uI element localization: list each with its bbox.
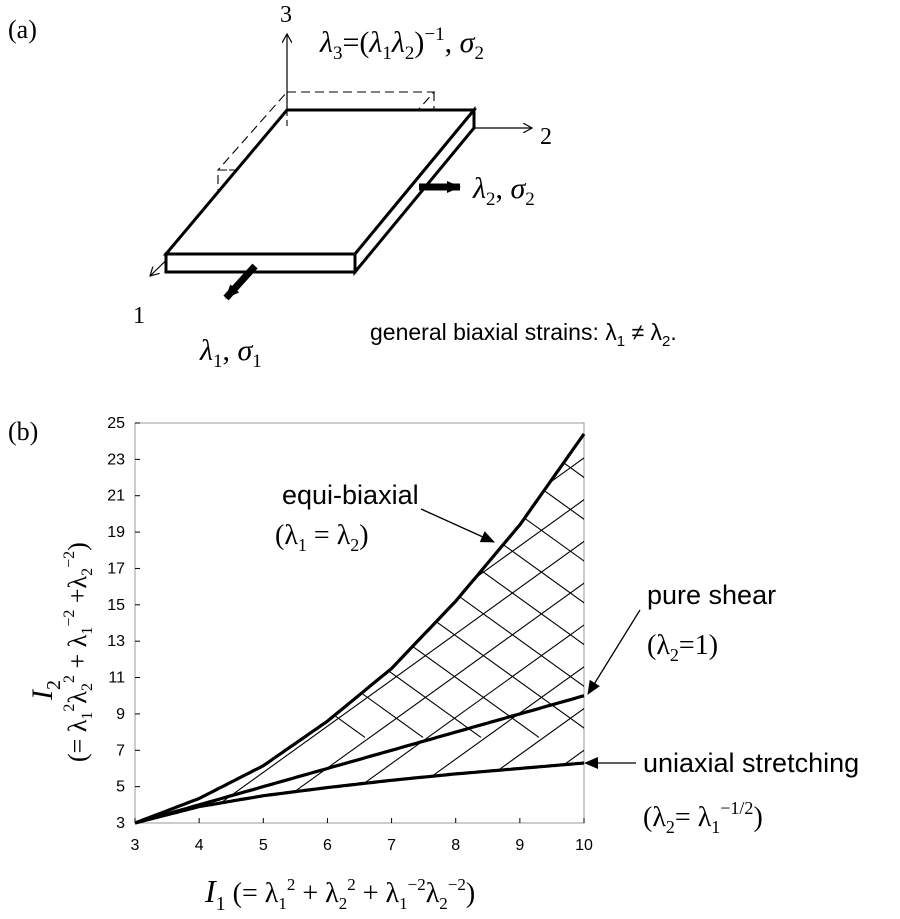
x-tick-label: 9 [515, 837, 524, 854]
panel-b-label: (b) [8, 417, 38, 446]
axis-3-label: 3 [280, 2, 292, 28]
hatch-line [250, 448, 584, 823]
lambda3-label: λ3=(λ1λ2)−1, σ2 [319, 24, 484, 64]
hatch-line [540, 433, 584, 738]
pure-shear-label: pure shear [647, 580, 776, 610]
series-curves [134, 432, 586, 825]
equi-biaxial-arrow [420, 508, 495, 543]
hatch-line [773, 363, 900, 737]
y-tick-label: 19 [107, 524, 125, 541]
hatch-line [366, 433, 584, 738]
hatch-line [424, 433, 584, 738]
y-tick-label: 17 [107, 560, 125, 577]
series-line-equi-biaxial [134, 432, 586, 825]
x-tick-label: 10 [575, 837, 593, 854]
hatch-line [715, 363, 900, 737]
lambda2-label: λ2, σ2 [472, 172, 535, 210]
y-tick-label: 25 [107, 415, 125, 432]
y-tick-label: 5 [116, 779, 125, 796]
y-tick-label: 9 [116, 706, 125, 723]
hatch-line [482, 448, 584, 823]
pure-shear-condition: (λ2=1) [647, 630, 718, 665]
panel-a-label: (a) [8, 15, 37, 44]
svg-text:(= λ12λ22 + λ1−2 +λ2−2): (= λ12λ22 + λ1−2 +λ2−2) [61, 542, 96, 762]
hatch-line [831, 363, 900, 737]
pure-shear-arrow [587, 609, 641, 695]
hatch-line [192, 433, 584, 738]
y-tick-label: 21 [107, 488, 125, 505]
hatch-line [599, 363, 900, 737]
hatch-line [192, 448, 584, 823]
hatch-line [366, 448, 584, 823]
hatch-line [657, 363, 900, 737]
series-line-pure-shear [134, 694, 585, 825]
hatch-line [424, 448, 584, 823]
y-axis-label: I2 (= λ12λ22 + λ1−2 +λ2−2) [26, 542, 96, 762]
hatch-line [308, 448, 584, 823]
hatch-line [0, 449, 17, 823]
deformed-plate [162, 105, 478, 277]
hatch-line [135, 433, 584, 738]
panel-b: (b) 3 4 5 6 7 8 9 10 3 5 7 9 11 13 15 17 19 21 23 25 I2 (= … [0, 363, 900, 915]
hatch-line [135, 448, 192, 823]
x-tick-label: 6 [323, 837, 332, 854]
x-axis-label: I1 (= λ12 + λ22 + λ1−2λ2−2) [204, 873, 475, 915]
axis-2-label: 2 [540, 124, 552, 150]
y-tick-label: 11 [108, 670, 125, 687]
y-tick-label: 3 [116, 815, 125, 832]
svg-text:I2: I2 [26, 680, 65, 701]
panel-a: (a) 3 2 1 λ3=(λ1λ2)−1, σ [8, 2, 677, 372]
uniaxial-label: uniaxial stretching [643, 748, 859, 778]
y-tick-label: 13 [107, 633, 125, 650]
uniaxial-condition: (λ2= λ1−1/2) [643, 798, 763, 837]
equi-biaxial-condition: (λ1 = λ2) [275, 520, 369, 555]
hatch-line [308, 433, 584, 738]
y-tick-label: 7 [116, 742, 125, 759]
series-line-uniaxial-stretching [134, 761, 585, 825]
hatch-line [889, 363, 900, 737]
plot-frame [134, 422, 585, 824]
biaxial-caption: general biaxial strains: λ1 ≠ λ2. [370, 319, 677, 350]
x-tick-label: 7 [387, 837, 396, 854]
lambda1-label: λ1, σ1 [199, 334, 262, 372]
x-tick-label: 5 [259, 837, 268, 854]
x-tick-label: 8 [451, 837, 460, 854]
axis-1-label: 1 [133, 303, 145, 329]
hatch-line [889, 449, 900, 823]
hatch-line [250, 433, 584, 738]
force-arrow-1 [223, 263, 258, 301]
hatch-line [482, 433, 584, 738]
y-tick-label: 23 [107, 451, 125, 468]
axis-ticks: 3 4 5 6 7 8 9 10 3 5 7 9 11 13 15 17 19 21 23 25 [107, 415, 593, 854]
x-tick-label: 3 [131, 837, 140, 854]
equi-biaxial-label: equi-biaxial [282, 480, 419, 510]
hatch-line [135, 448, 540, 823]
y-tick-label: 15 [107, 597, 125, 614]
x-tick-label: 4 [195, 837, 204, 854]
